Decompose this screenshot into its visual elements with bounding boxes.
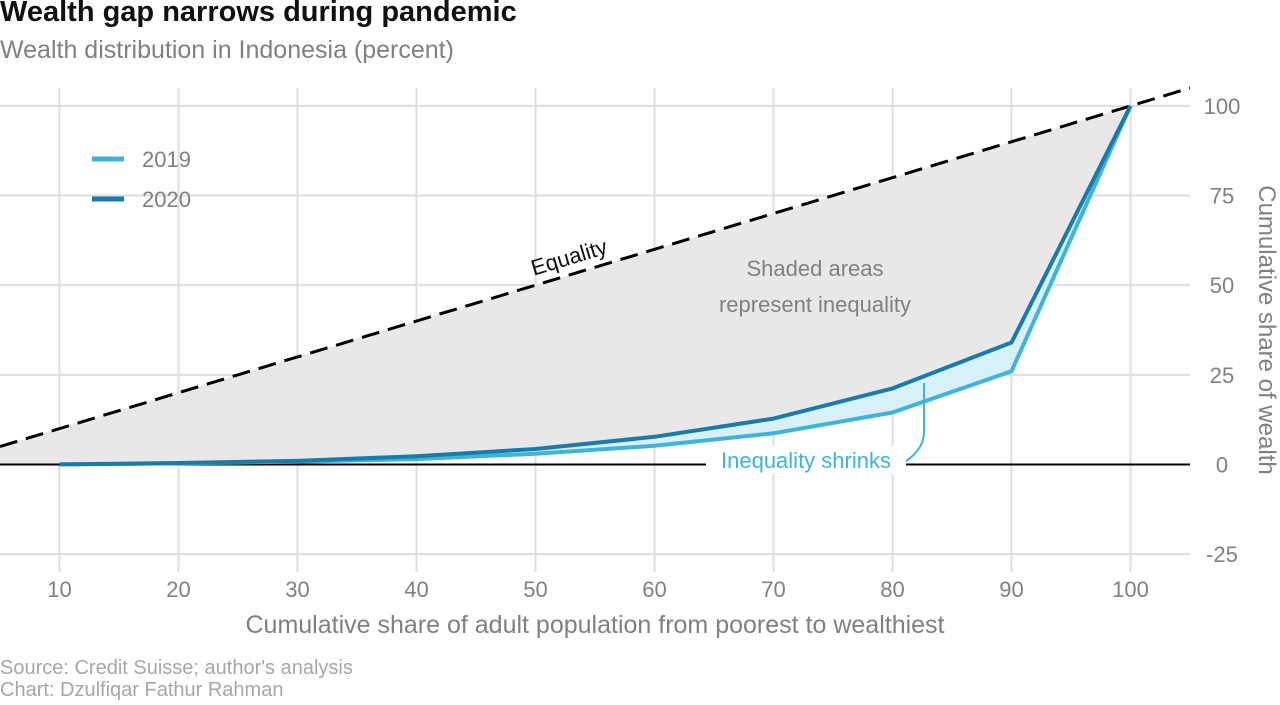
annotation-shaded-line: Shaded areas xyxy=(747,256,884,281)
x-tick-label: 40 xyxy=(404,577,428,602)
equality-line xyxy=(0,86,1191,448)
x-tick-label: 90 xyxy=(999,577,1023,602)
x-tick-label: 30 xyxy=(285,577,309,602)
source-note: Source: Credit Suisse; author's analysis… xyxy=(0,657,353,701)
inequality-shaded-area xyxy=(0,105,1131,465)
y-tick-label: -25 xyxy=(1206,542,1238,567)
annotation-shrinks: Inequality shrinks xyxy=(721,448,891,473)
y-axis-label: Cumulative share of wealth xyxy=(1253,185,1280,474)
chart-subtitle: Wealth distribution in Indonesia (percen… xyxy=(0,36,454,64)
x-tick-label: 80 xyxy=(880,577,904,602)
y-tick-label: 50 xyxy=(1210,273,1234,298)
credit-text: Chart: Dzulfiqar Fathur Rahman xyxy=(0,679,284,701)
x-tick-label: 100 xyxy=(1112,577,1149,602)
source-text: Source: Credit Suisse; author's analysis xyxy=(0,657,353,679)
legend-label-2019: 2019 xyxy=(142,147,191,172)
x-axis-label: Cumulative share of adult population fro… xyxy=(246,611,945,639)
annotation-shaded-line: represent inequality xyxy=(719,292,911,317)
chart-title: Wealth gap narrows during pandemic xyxy=(0,0,517,28)
x-tick-label: 60 xyxy=(642,577,666,602)
x-tick-label: 70 xyxy=(761,577,785,602)
x-tick-label: 50 xyxy=(523,577,547,602)
y-tick-label: 100 xyxy=(1204,94,1241,119)
x-tick-label: 10 xyxy=(47,577,71,602)
y-tick-label: 0 xyxy=(1216,452,1228,477)
annotation-shrinks-bg xyxy=(706,446,906,474)
series-line-2020 xyxy=(59,105,1133,467)
y-tick-label: 75 xyxy=(1210,184,1234,209)
y-tick-label: 25 xyxy=(1210,363,1234,388)
legend-label-2020: 2020 xyxy=(142,187,191,212)
x-tick-label: 20 xyxy=(166,577,190,602)
